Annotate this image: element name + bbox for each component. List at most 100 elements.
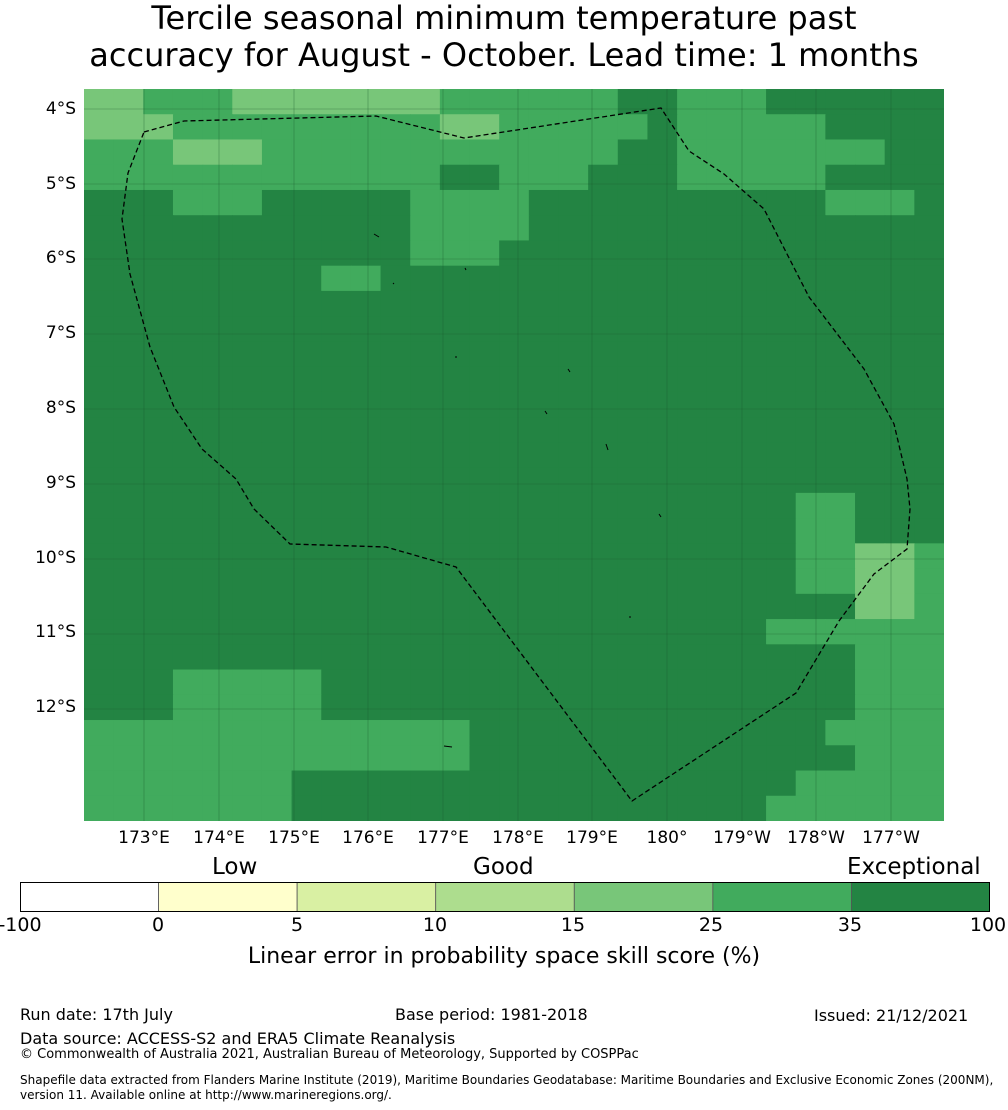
island bbox=[464, 267, 467, 271]
grid-cell bbox=[350, 89, 382, 115]
island bbox=[658, 513, 662, 518]
grid-cell bbox=[766, 720, 797, 746]
grid-cell bbox=[884, 795, 915, 821]
grid-cell bbox=[202, 669, 233, 696]
grid-cell bbox=[706, 139, 738, 166]
grid-cell bbox=[617, 795, 649, 821]
grid-cell bbox=[706, 770, 738, 797]
grid-cell bbox=[261, 568, 293, 595]
grid-cell bbox=[855, 189, 886, 216]
grid-cell bbox=[410, 518, 441, 544]
grid-cell bbox=[499, 543, 530, 570]
lon-label: 177°E bbox=[417, 828, 469, 848]
grid-cell bbox=[558, 240, 589, 267]
grid-cell bbox=[469, 240, 500, 267]
grid-cell bbox=[172, 467, 204, 494]
grid-cell bbox=[410, 619, 441, 645]
grid-cell bbox=[558, 114, 589, 141]
island bbox=[567, 368, 571, 373]
grid-cell bbox=[232, 795, 263, 821]
grid-cell bbox=[914, 442, 944, 469]
grid-cell bbox=[706, 619, 738, 645]
grid-cell bbox=[914, 593, 944, 620]
grid-cell bbox=[410, 164, 441, 191]
grid-cell bbox=[350, 795, 382, 821]
grid-cell bbox=[439, 543, 471, 570]
grid-cell bbox=[766, 341, 797, 368]
grid-cell bbox=[706, 442, 738, 469]
colorbar-segment bbox=[712, 882, 852, 912]
grid-cell bbox=[321, 669, 352, 696]
grid-cell bbox=[291, 265, 322, 292]
grid-cell bbox=[766, 770, 797, 797]
grid-cell bbox=[588, 391, 619, 418]
grid-cell bbox=[499, 290, 530, 317]
grid-cell bbox=[202, 720, 233, 746]
grid-cell bbox=[439, 518, 471, 544]
grid-cell bbox=[884, 215, 915, 242]
grid-cell bbox=[825, 644, 856, 671]
grid-cell bbox=[143, 492, 174, 519]
grid-cell bbox=[380, 164, 411, 191]
graticule bbox=[84, 89, 944, 821]
grid-cell bbox=[291, 341, 322, 368]
grid-cell bbox=[410, 366, 441, 393]
grid-cell bbox=[855, 518, 886, 544]
grid-cell bbox=[172, 694, 204, 721]
grid-cell bbox=[469, 316, 500, 343]
grid-cell bbox=[499, 164, 530, 191]
grid-cell bbox=[202, 240, 233, 267]
lon-label: 179°E bbox=[566, 828, 618, 848]
grid-cell bbox=[528, 720, 560, 746]
grid-cell bbox=[143, 391, 174, 418]
grid-cell bbox=[84, 139, 115, 166]
grid-cell bbox=[558, 593, 589, 620]
grid-cell bbox=[766, 215, 797, 242]
grid-cell bbox=[795, 164, 826, 191]
copyright: © Commonwealth of Australia 2021, Austra… bbox=[20, 1047, 639, 1062]
grid-cell bbox=[677, 341, 708, 368]
grid-cell bbox=[232, 669, 263, 696]
grid-cell bbox=[410, 189, 441, 216]
grid-cell bbox=[588, 240, 619, 267]
grid-cell bbox=[172, 139, 204, 166]
lat-label: 8°S bbox=[45, 398, 76, 418]
grid-cell bbox=[143, 341, 174, 368]
grid-cell bbox=[202, 492, 233, 519]
grid-cell bbox=[291, 568, 322, 595]
grid-cell bbox=[439, 316, 471, 343]
grid-cell bbox=[855, 114, 886, 141]
grid-cell bbox=[439, 290, 471, 317]
grid-cell bbox=[825, 139, 856, 166]
grid-cell bbox=[232, 139, 263, 166]
grid-cell bbox=[825, 417, 856, 443]
grid-cell bbox=[143, 139, 174, 166]
grid-cell bbox=[232, 568, 263, 595]
grid-cell bbox=[143, 720, 174, 746]
colorbar-label: Linear error in probability space skill … bbox=[247, 944, 761, 969]
grid-cell bbox=[84, 694, 115, 721]
grid-cell bbox=[113, 669, 144, 696]
grid-cell bbox=[795, 391, 826, 418]
grid-cell bbox=[795, 139, 826, 166]
grid-cell bbox=[410, 492, 441, 519]
grid-cell bbox=[766, 290, 797, 317]
grid-cell bbox=[766, 89, 797, 115]
map-title-line-1: Tercile seasonal minimum temperature pas… bbox=[151, 0, 857, 37]
grid-cell bbox=[647, 795, 678, 821]
grid-cell bbox=[172, 568, 204, 595]
grid-cell bbox=[113, 341, 144, 368]
grid-cell bbox=[84, 492, 115, 519]
grid-cell bbox=[677, 644, 708, 671]
grid-cell bbox=[677, 366, 708, 393]
grid-cell bbox=[795, 265, 826, 292]
grid-cell bbox=[350, 694, 382, 721]
grid-cell bbox=[558, 391, 589, 418]
grid-cell bbox=[469, 114, 500, 141]
grid-cell bbox=[736, 568, 767, 595]
grid-cell bbox=[321, 543, 352, 570]
grid-cell bbox=[617, 619, 649, 645]
grid-cell bbox=[350, 366, 382, 393]
grid-cell bbox=[232, 240, 263, 267]
grid-cell bbox=[736, 114, 767, 141]
